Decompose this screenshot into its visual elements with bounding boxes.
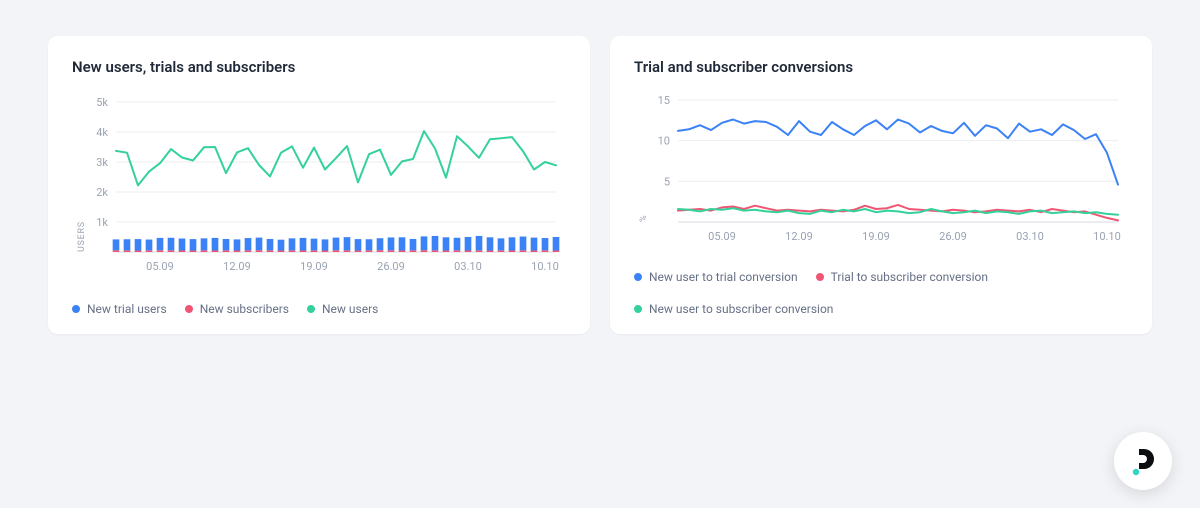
legend-swatch-icon — [634, 273, 642, 281]
logo-svg — [1128, 446, 1158, 476]
svg-text:19.09: 19.09 — [862, 230, 890, 243]
svg-text:5: 5 — [664, 175, 670, 188]
svg-text:12.09: 12.09 — [785, 230, 813, 243]
svg-text:10: 10 — [658, 135, 670, 148]
legend-label: New subscribers — [200, 302, 289, 316]
legend-item: Trial to subscriber conversion — [816, 270, 988, 284]
svg-text:03.10: 03.10 — [1016, 230, 1044, 243]
legend-swatch-icon — [72, 305, 80, 313]
svg-text:1k: 1k — [96, 216, 108, 229]
legend-item: New trial users — [72, 302, 167, 316]
legend-label: Trial to subscriber conversion — [831, 270, 988, 284]
legend-item: New subscribers — [185, 302, 289, 316]
legend-label: New users — [322, 302, 378, 316]
svg-text:%: % — [639, 215, 649, 222]
svg-text:4k: 4k — [96, 126, 108, 139]
chart-svg: 5 10 15% 05.09 12.09 19.09 26.09 03.10 10.10 — [634, 90, 1128, 252]
chart-title: New users, trials and subscribers — [72, 58, 566, 76]
chart-title: Trial and subscriber conversions — [634, 58, 1128, 76]
svg-text:12.09: 12.09 — [223, 260, 251, 273]
legend-label: New user to trial conversion — [649, 270, 798, 284]
legend-swatch-icon — [185, 305, 193, 313]
svg-text:26.09: 26.09 — [377, 260, 405, 273]
chart-svg: 1k 2k 3k 4k 5k USERS 05.09 12.09 19.09 26.09 03.10… — [72, 90, 566, 284]
svg-text:03.10: 03.10 — [454, 260, 482, 273]
brand-logo-icon — [1114, 432, 1172, 490]
svg-text:5k: 5k — [96, 96, 108, 109]
chart-plot-area: 5 10 15% 05.09 12.09 19.09 26.09 03.10 10.10 — [634, 90, 1128, 252]
svg-text:2k: 2k — [96, 186, 108, 199]
legend-swatch-icon — [816, 273, 824, 281]
svg-text:10.10: 10.10 — [1093, 230, 1121, 243]
svg-text:05.09: 05.09 — [146, 260, 174, 273]
legend-item: New users — [307, 302, 378, 316]
svg-text:10.10: 10.10 — [531, 260, 559, 273]
chart-card-conversions: Trial and subscriber conversions 5 10 15% 0… — [610, 36, 1152, 334]
svg-text:USERS: USERS — [77, 221, 87, 252]
chart-card-users: New users, trials and subscribers 1k 2k 3k… — [48, 36, 590, 334]
svg-text:26.09: 26.09 — [939, 230, 967, 243]
svg-text:3k: 3k — [96, 156, 108, 169]
svg-text:19.09: 19.09 — [300, 260, 328, 273]
legend-item: New user to trial conversion — [634, 270, 798, 284]
chart-plot-area: 1k 2k 3k 4k 5k USERS 05.09 12.09 19.09 26.09 03.10… — [72, 90, 566, 284]
legend-label: New trial users — [87, 302, 167, 316]
legend-swatch-icon — [307, 305, 315, 313]
chart-legend: New user to trial conversion Trial to sub… — [634, 270, 1128, 316]
svg-text:05.09: 05.09 — [708, 230, 736, 243]
chart-legend: New trial users New subscribers New users — [72, 302, 566, 316]
svg-text:15: 15 — [658, 94, 670, 107]
legend-swatch-icon — [634, 305, 642, 313]
legend-label: New user to subscriber conversion — [649, 302, 833, 316]
legend-item: New user to subscriber conversion — [634, 302, 833, 316]
